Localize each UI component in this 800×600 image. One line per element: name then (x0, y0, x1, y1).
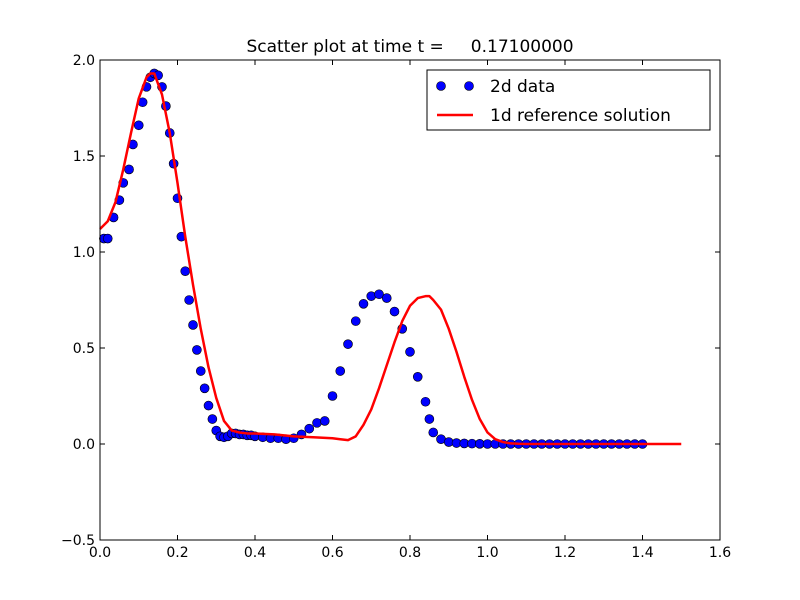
data-point-2d (124, 164, 134, 175)
legend-label-2d-data: 2d data (490, 77, 555, 97)
x-tick-label: 1.0 (476, 545, 498, 561)
data-point-2d (358, 299, 369, 309)
x-tick-label: 1.4 (631, 545, 653, 561)
reference-solution-line (99, 72, 682, 446)
data-point-2d (102, 233, 113, 244)
plot-area (99, 68, 682, 449)
data-point-2d (389, 306, 400, 317)
data-point-2d (207, 414, 218, 424)
data-point-2d (199, 383, 210, 394)
data-point-2d (203, 400, 214, 411)
chart-title: Scatter plot at time t = 0.17100000 (246, 37, 573, 57)
y-tick-label: −0.5 (61, 533, 95, 549)
data-point-2d (381, 293, 392, 303)
data-point-2d (335, 366, 346, 376)
data-point-2d (412, 371, 423, 382)
axes-frame (99, 59, 721, 541)
data-point-2d (327, 391, 338, 401)
x-tick-label: 1.2 (554, 545, 576, 561)
data-point-2d (428, 427, 439, 438)
data-point-2d (420, 396, 431, 407)
x-tick-label: 0.2 (166, 545, 188, 561)
data-point-2d (424, 414, 435, 424)
data-point-2d (374, 289, 384, 300)
data-point-2d (180, 266, 191, 277)
data-point-2d (188, 320, 198, 330)
data-point-2d (343, 339, 353, 349)
y-tick-label: 0.5 (73, 341, 95, 357)
y-tick-label: 1.5 (73, 149, 95, 165)
legend-marker-2d-data (436, 81, 446, 91)
x-tick-label: 0.6 (321, 545, 343, 561)
data-point-2d (350, 316, 361, 326)
data-point-2d (304, 423, 315, 434)
legend-label-reference: 1d reference solution (490, 106, 671, 126)
y-tick-label: 1.0 (73, 245, 95, 261)
data-point-2d (184, 295, 194, 305)
data-point-2d (192, 345, 202, 355)
x-tick-label: 0.8 (399, 545, 421, 561)
x-tick-label: 1.6 (709, 545, 731, 561)
x-tick-label: 0.0 (89, 545, 111, 561)
y-tick-label: 2.0 (73, 53, 95, 69)
x-tick-label: 0.4 (244, 545, 266, 561)
data-point-2d (319, 416, 330, 426)
legend-box (426, 69, 711, 131)
legend-marker-2d-data (464, 81, 474, 91)
y-tick-label: 0.0 (73, 437, 95, 453)
axis-ticks: 0.0 0.2 0.4 0.6 0.8 1.0 1.2 1.4 1.6−0.50.00.51.0… (61, 53, 731, 561)
data-point-2d (405, 347, 415, 357)
data-point-2d (133, 120, 144, 131)
data-point-2d (195, 366, 206, 376)
legend: 2d data 1d reference solution (426, 69, 711, 131)
